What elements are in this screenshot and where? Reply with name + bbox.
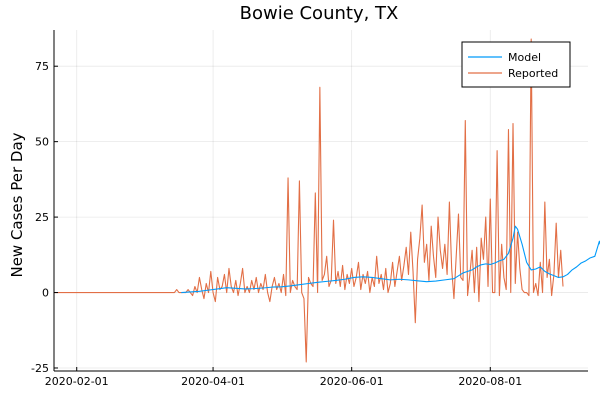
x-tick-label: 2020-06-01 — [320, 375, 384, 388]
x-tick-label: 2020-02-01 — [45, 375, 109, 388]
y-tick-label: 25 — [35, 211, 49, 224]
y-tick-label: 50 — [35, 136, 49, 149]
x-tick-label: 2020-04-01 — [181, 375, 245, 388]
x-tick-label: 2020-08-01 — [458, 375, 522, 388]
series-line-reported — [54, 38, 564, 363]
y-tick-label: -25 — [31, 362, 49, 375]
y-tick-label: 0 — [42, 287, 49, 300]
chart-title: Bowie County, TX — [240, 3, 399, 24]
legend-box — [461, 41, 571, 88]
series-reported — [54, 38, 564, 363]
legend-label-reported: Reported — [508, 67, 558, 80]
y-tick-label: 75 — [35, 60, 49, 73]
series-model — [181, 225, 600, 294]
y-axis-label: New Cases Per Day — [8, 132, 26, 277]
x-axis-ticks: 2020-02-01 2020-04-01 2020-06-01 2020-08-01 — [45, 367, 522, 388]
y-axis-ticks: -25 0 25 50 75 — [31, 60, 58, 375]
legend-label-model: Model — [508, 51, 541, 64]
series-layer — [54, 38, 600, 363]
series-line-model — [181, 225, 600, 294]
legend: Model Reported — [461, 41, 571, 88]
